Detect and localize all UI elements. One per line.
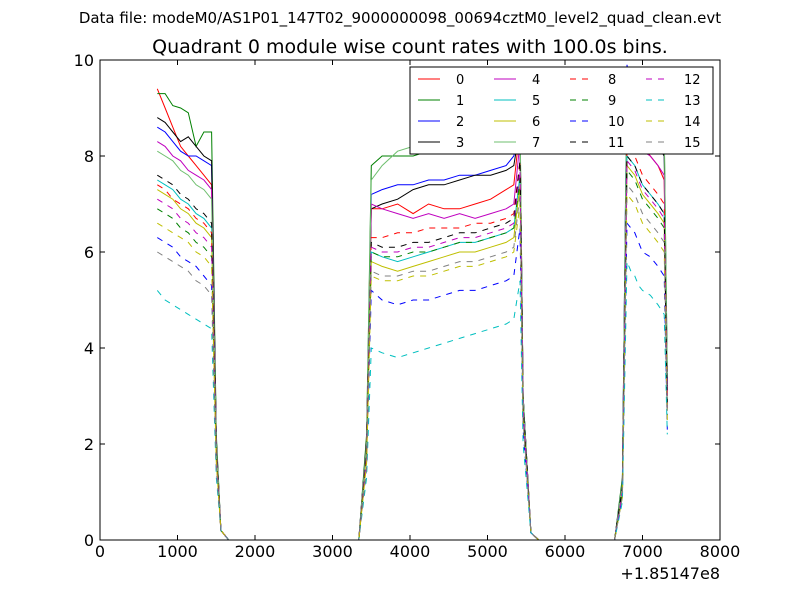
legend-label-6: 6 [532, 115, 540, 130]
x-tick-label: 1000 [157, 542, 198, 561]
series-lines [156, 64, 668, 540]
series-line-13 [156, 261, 668, 540]
chart-suptitle: Data file: modeM0/AS1P01_147T02_90000000… [79, 9, 721, 28]
y-tick-label: 6 [84, 243, 94, 262]
y-tick-label: 2 [84, 435, 94, 454]
x-tick-label: 7000 [622, 542, 663, 561]
series-line-10 [157, 221, 668, 540]
series-line-14 [157, 193, 668, 540]
legend-label-13: 13 [684, 94, 701, 109]
series-line-6 [157, 164, 668, 540]
series-line-9 [157, 169, 668, 540]
legend-label-5: 5 [532, 94, 540, 109]
legend-label-10: 10 [608, 115, 625, 130]
legend-box [409, 66, 714, 155]
y-tick-label: 4 [84, 339, 94, 358]
x-axis-offset-label: +1.85147e8 [620, 564, 720, 583]
y-tick-label: 10 [74, 51, 94, 70]
legend-label-11: 11 [608, 136, 625, 151]
x-tick-label: 3000 [312, 542, 353, 561]
plot-area: 0 1000 2000 3000 4000 5000 6000 7000 80000246810… [74, 51, 741, 561]
x-tick-label: 0 [95, 542, 105, 561]
y-tick-label: 0 [84, 531, 94, 550]
legend-label-0: 0 [456, 73, 464, 88]
legend-label-2: 2 [456, 115, 464, 130]
series-line-11 [157, 154, 668, 540]
series-line-3 [157, 98, 668, 540]
series-line-15 [157, 183, 668, 540]
legend-label-7: 7 [532, 136, 540, 151]
x-tick-label: 5000 [467, 542, 508, 561]
x-tick-label: 2000 [235, 542, 276, 561]
legend-label-4: 4 [532, 73, 540, 88]
series-line-8 [157, 145, 668, 540]
chart-title: Quadrant 0 module wise count rates with … [152, 36, 668, 58]
legend-label-1: 1 [456, 94, 464, 109]
legend-label-15: 15 [684, 136, 701, 151]
y-tick-label: 8 [84, 147, 94, 166]
x-tick-label: 4000 [390, 542, 431, 561]
legend-label-8: 8 [608, 73, 616, 88]
legend-label-9: 9 [608, 94, 616, 109]
legend-label-3: 3 [456, 136, 464, 151]
series-line-12 [157, 159, 668, 540]
legend-label-12: 12 [684, 73, 701, 88]
x-tick-label: 6000 [545, 542, 586, 561]
legend-label-14: 14 [684, 115, 701, 130]
x-tick-label: 8000 [700, 542, 741, 561]
